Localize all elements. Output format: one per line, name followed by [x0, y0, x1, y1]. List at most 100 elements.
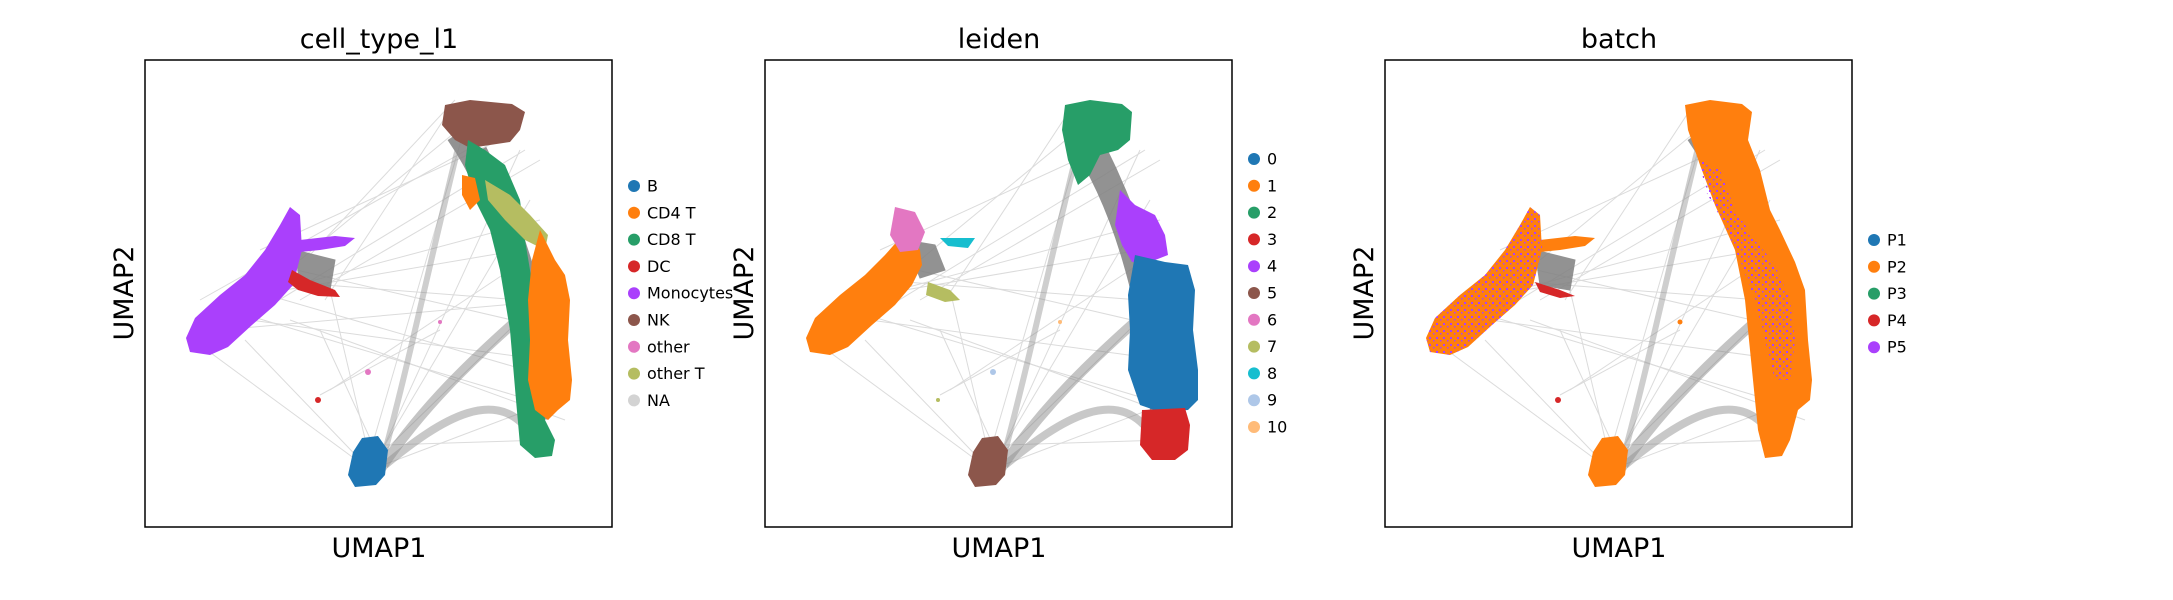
legend-label: 3	[1267, 230, 1277, 249]
panel-cell-type: cell_type_l1 UMAP1 UMAP2	[109, 24, 733, 564]
legend-label: P4	[1887, 311, 1907, 330]
legend-label: 4	[1267, 257, 1277, 276]
panel-2-frame	[764, 59, 1233, 528]
cluster-dc-small	[315, 397, 321, 403]
legend-marker	[1248, 287, 1260, 299]
legend-label: 7	[1267, 337, 1277, 356]
legend-marker	[1248, 340, 1260, 353]
cluster-9	[990, 369, 996, 375]
cluster-nk	[442, 100, 525, 148]
legend-marker	[628, 394, 640, 407]
cluster-8	[940, 238, 975, 248]
legend-marker	[1248, 313, 1260, 326]
legend-label: P1	[1887, 231, 1907, 250]
legend-label: 0	[1267, 150, 1277, 169]
legend-label: DC	[647, 257, 671, 276]
cluster-p2-bottom	[1588, 436, 1628, 487]
legend-marker	[1868, 287, 1880, 300]
panel-3-clusters	[1426, 100, 1812, 487]
legend-label: 5	[1267, 284, 1277, 303]
legend-label: other T	[647, 364, 705, 383]
panel-2-xlabel: UMAP1	[952, 533, 1047, 564]
cluster-1	[806, 235, 922, 355]
cluster-7-small	[936, 398, 940, 402]
legend-label: Monocytes	[647, 284, 733, 303]
panel-2-legend: 0 1 2 3 4 5 6 7 8 9 10	[1248, 150, 1287, 437]
legend-label: 6	[1267, 310, 1277, 329]
legend-marker	[628, 260, 640, 273]
cluster-5	[968, 436, 1008, 487]
cluster-other-small-2	[438, 320, 442, 324]
cluster-dc	[288, 270, 340, 297]
legend-label: NA	[647, 391, 670, 410]
legend-label: P3	[1887, 284, 1907, 303]
panel-3-frame	[1384, 59, 1853, 528]
cluster-cd4t	[528, 230, 572, 420]
legend-label: CD4 T	[647, 203, 696, 222]
legend-label: 2	[1267, 203, 1277, 222]
legend-marker	[628, 314, 640, 326]
legend-label: P5	[1887, 338, 1907, 357]
panel-3-ylabel: UMAP2	[1349, 246, 1380, 341]
cluster-p5-speckle-left	[1426, 207, 1542, 355]
cluster-b	[348, 436, 388, 487]
cluster-4	[1115, 190, 1168, 262]
cluster-other-small	[365, 369, 371, 375]
legend-label: B	[647, 177, 658, 196]
panel-1-title: cell_type_l1	[300, 24, 458, 55]
legend-label: CD8 T	[647, 230, 696, 249]
cluster-10	[1058, 320, 1062, 324]
cluster-p2-tail	[1540, 236, 1595, 252]
cluster-p4-spot	[1535, 282, 1575, 298]
panel-batch: batch UMAP1 UMAP2	[1349, 24, 1907, 564]
cluster-cd4t-top	[462, 175, 480, 210]
legend-marker	[1868, 260, 1880, 273]
legend-marker	[1868, 314, 1880, 327]
legend-marker	[1248, 206, 1260, 219]
legend-label: NK	[647, 311, 670, 330]
legend-marker	[1248, 179, 1260, 192]
legend-label: 1	[1267, 176, 1277, 195]
legend-label: 10	[1267, 418, 1287, 437]
cluster-3	[1140, 408, 1190, 460]
panel-1-xlabel: UMAP1	[332, 533, 427, 564]
legend-label: 9	[1267, 391, 1277, 410]
legend-label: 8	[1267, 364, 1277, 383]
cluster-6	[890, 207, 925, 252]
legend-marker	[1248, 394, 1260, 407]
legend-marker	[1868, 341, 1880, 354]
cluster-monocytes-tail	[300, 236, 355, 252]
panel-2-clusters	[806, 100, 1198, 487]
legend-marker	[1868, 234, 1880, 246]
legend-marker	[1248, 421, 1260, 433]
legend-marker	[1248, 367, 1260, 380]
legend-marker	[1248, 233, 1260, 246]
legend-marker	[1248, 153, 1260, 165]
legend-marker	[628, 367, 640, 380]
cluster-monocytes	[186, 207, 302, 355]
panel-3-legend: P1 P2 P3 P4 P5	[1868, 231, 1907, 357]
panel-3-xlabel: UMAP1	[1572, 533, 1667, 564]
legend-marker	[628, 180, 640, 192]
panel-3-title: batch	[1581, 24, 1657, 55]
panel-1-clusters	[186, 100, 572, 487]
cluster-other-t	[485, 180, 548, 250]
legend-marker	[628, 340, 640, 353]
panel-2-title: leiden	[958, 24, 1040, 55]
legend-marker	[1248, 260, 1260, 273]
legend-marker	[628, 206, 640, 219]
legend-marker	[628, 233, 640, 246]
cluster-p2-small	[1677, 319, 1683, 325]
cluster-p4-small	[1555, 397, 1561, 403]
panel-1-frame	[144, 59, 613, 528]
panel-2-ylabel: UMAP2	[729, 246, 760, 341]
cluster-0	[1128, 255, 1198, 412]
legend-label: P2	[1887, 257, 1907, 276]
panel-1-ylabel: UMAP2	[109, 246, 140, 341]
panel-1-legend: B CD4 T CD8 T DC Monocytes NK other other T NA	[628, 177, 733, 410]
cluster-2	[1062, 100, 1132, 185]
cluster-p5-speckle-right	[1700, 160, 1795, 380]
panel-leiden: leiden UMAP1 UMAP2	[729, 24, 1287, 564]
legend-label: other	[647, 337, 690, 356]
